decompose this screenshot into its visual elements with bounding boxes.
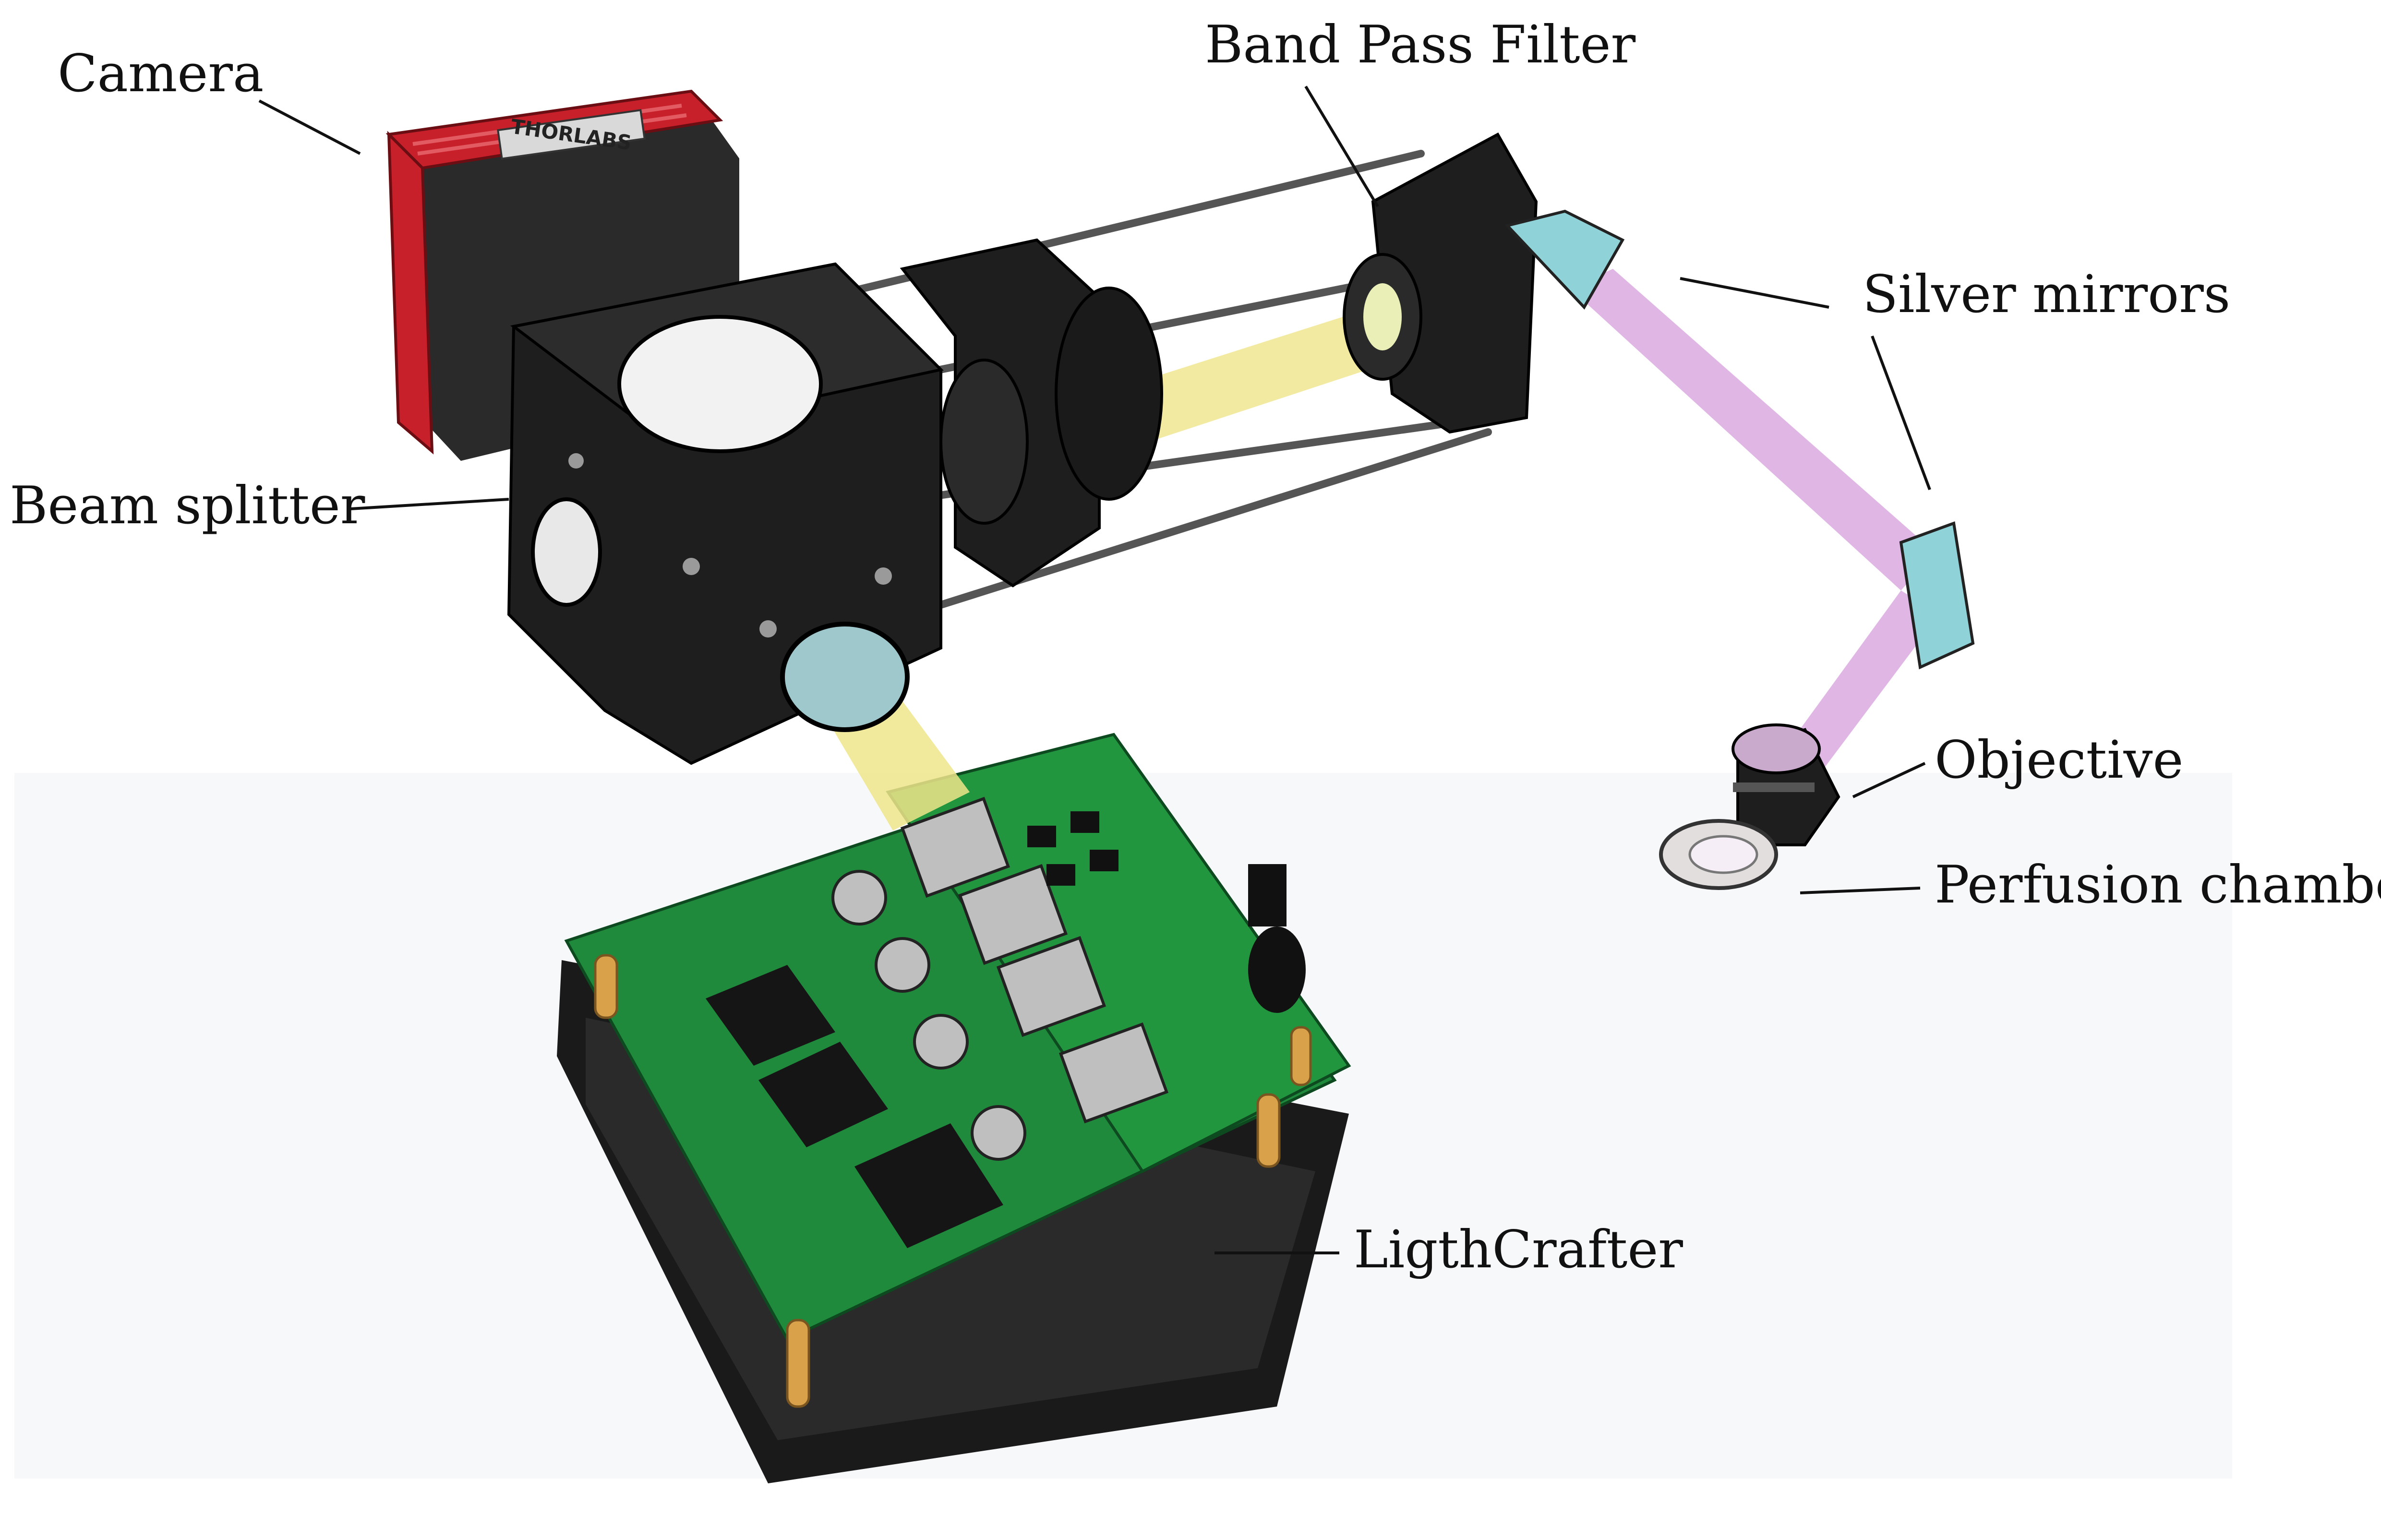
label-band-pass-filter: Band Pass Filter [1205,15,1635,75]
violet-beam-2 [1786,590,1939,768]
splitter-top-port [617,315,823,453]
label-beam-splitter: Beam splitter [10,476,365,536]
label-camera: Camera [58,44,264,104]
splitter-side-port [531,497,602,607]
label-lightcrafter: LigthCrafter [1354,1220,1683,1280]
camera-brand-badge [497,109,646,160]
violet-beam-1 [1570,269,1935,590]
chip-3 [854,1123,1003,1248]
lightcrafter-device [557,733,1351,1483]
leader-silver-mirror-1 [1680,277,1829,309]
silver-mirror-2 [1899,521,1975,670]
label-silver-mirrors: Silver mirrors [1863,265,2230,325]
cage-plate-lens [900,238,1163,588]
beam-splitter-cube [507,262,944,765]
upper-pcb [886,733,1351,1173]
lens-tube [1055,287,1163,501]
label-perfusion-chamber: Perfusion chamber [1935,855,2381,915]
leader-beam-splitter [350,498,509,510]
silver-mirror-1 [1504,209,1625,310]
leader-objective [1852,762,1926,798]
leader-silver-mirror-2 [1871,335,1931,491]
chip-2 [758,1042,888,1147]
chip-1 [706,965,835,1066]
leader-camera [258,99,361,155]
band-pass-filter-mount [1343,132,1538,434]
bnc-connectors [831,796,1169,1161]
splitter-front-port [780,622,910,732]
objective [1732,723,1840,846]
perfusion-chamber [1659,819,1778,890]
leader-perfusion-chamber [1800,887,1921,894]
leader-band-pass-filter [1304,85,1379,207]
label-objective: Objective [1935,730,2183,790]
